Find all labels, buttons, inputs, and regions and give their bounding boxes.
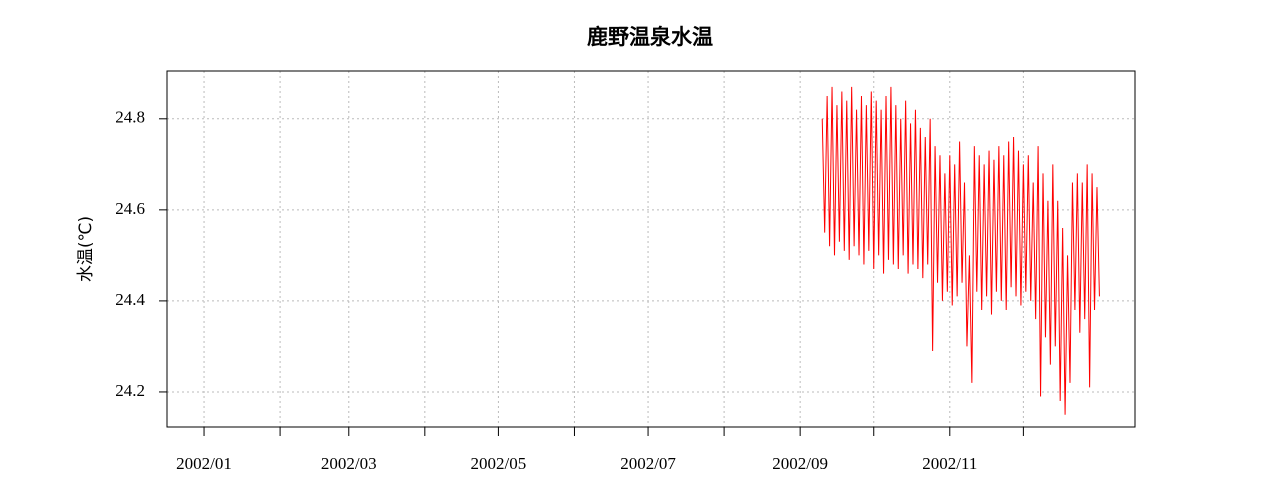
x-tick-label: 2002/03: [321, 454, 377, 473]
y-tick-label: 24.4: [115, 290, 145, 309]
data-line: [821, 86, 1100, 415]
x-tick-label: 2002/07: [620, 454, 676, 473]
y-tick-label: 24.2: [115, 381, 145, 400]
y-tick-label: 24.8: [115, 108, 145, 127]
x-tick-label: 2002/09: [772, 454, 828, 473]
chart-title: 鹿野温泉水温: [587, 25, 713, 49]
x-tick-label: 2002/11: [922, 454, 977, 473]
y-tick-label: 24.6: [115, 199, 145, 218]
y-axis-label: 水温(℃): [76, 216, 96, 282]
x-tick-label: 2002/05: [471, 454, 527, 473]
plot-frame: [166, 70, 1136, 428]
x-tick-label: 2002/01: [176, 454, 232, 473]
